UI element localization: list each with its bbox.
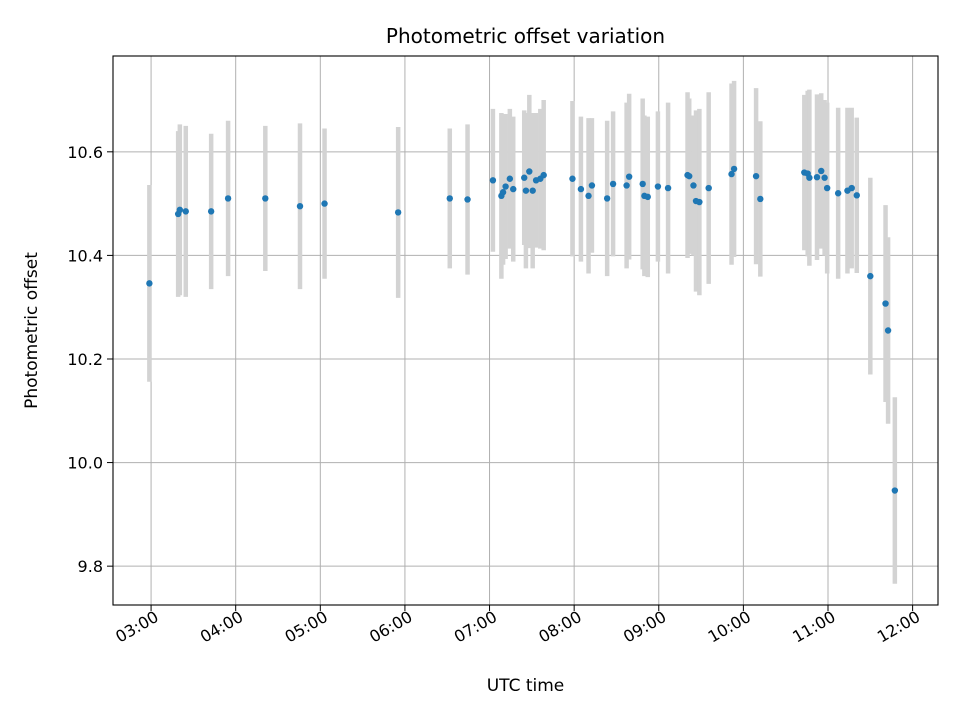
x-axis-title: UTC time [487, 676, 565, 696]
data-point [499, 189, 507, 196]
data-point [540, 171, 547, 179]
chart-title: Photometric offset variation [386, 24, 665, 48]
data-point [510, 185, 517, 193]
data-point [522, 187, 530, 194]
data-point [821, 174, 828, 181]
data-point [728, 170, 735, 178]
y-tick-label: 9.8 [78, 557, 103, 576]
data-point [823, 184, 831, 192]
data-point [891, 487, 899, 494]
y-tick-label: 10.0 [67, 454, 103, 473]
data-point [207, 208, 215, 215]
data-point [176, 206, 184, 214]
data-point [813, 173, 821, 181]
data-point [752, 172, 760, 180]
data-point [696, 198, 703, 206]
data-point [529, 187, 536, 194]
data-point [654, 183, 662, 190]
data-point [686, 172, 693, 180]
data-point [690, 182, 697, 189]
data-point [848, 184, 855, 192]
data-point [577, 185, 585, 193]
data-point [526, 168, 533, 175]
data-point [644, 193, 651, 201]
data-point [603, 195, 611, 202]
data-point [262, 195, 269, 202]
data-point [625, 173, 633, 180]
data-point [321, 200, 328, 207]
data-point [730, 165, 738, 173]
data-point [818, 167, 825, 175]
data-point [867, 272, 874, 280]
data-point [705, 184, 712, 192]
data-point [464, 196, 471, 203]
data-point [146, 280, 153, 287]
data-point [588, 182, 596, 189]
data-point [296, 202, 304, 210]
plot-frame [112, 55, 939, 606]
y-tick-label: 10.4 [67, 246, 103, 265]
data-point [884, 327, 892, 334]
data-point [639, 180, 646, 188]
data-point [609, 180, 617, 188]
data-point [224, 195, 232, 202]
data-point [394, 209, 402, 216]
data-point [182, 208, 189, 215]
data-point [623, 182, 630, 189]
data-point [569, 175, 576, 182]
data-point [882, 300, 889, 307]
data-point [446, 195, 453, 202]
y-tick-label: 10.6 [67, 143, 103, 162]
data-point [664, 184, 672, 192]
data-point [506, 175, 514, 182]
data-point [806, 174, 813, 181]
data-point [489, 177, 497, 184]
data-point [834, 190, 842, 197]
data-points [146, 165, 899, 494]
data-point [502, 183, 509, 190]
y-axis-title: Photometric offset [22, 252, 42, 409]
y-tick-label: 10.2 [67, 350, 103, 369]
data-point [521, 174, 528, 181]
data-point [853, 192, 860, 199]
data-point [757, 195, 764, 203]
data-point [585, 192, 592, 200]
